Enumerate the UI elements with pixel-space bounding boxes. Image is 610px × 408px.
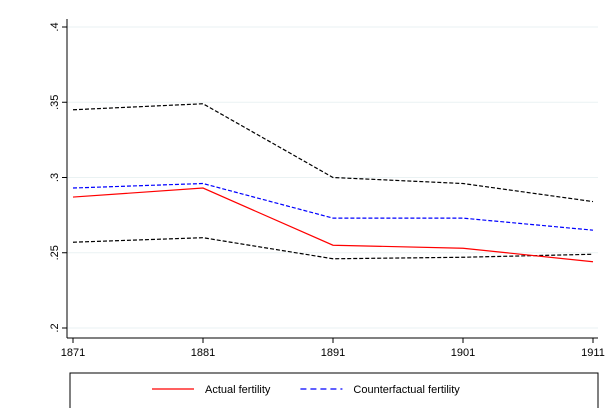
x-tick-label: 1891 — [321, 347, 345, 359]
x-tick-label: 1911 — [581, 347, 605, 359]
legend-box — [69, 372, 599, 408]
legend-label: Counterfactual fertility — [353, 384, 460, 396]
y-tick-label: .35 — [49, 95, 61, 110]
series-line — [72, 237, 594, 260]
series-line — [72, 182, 594, 231]
y-tick-label: .4 — [49, 22, 61, 31]
y-tick-label: .2 — [49, 323, 61, 332]
x-tick-label: 1881 — [191, 347, 215, 359]
y-tick-label: .3 — [49, 173, 61, 182]
x-tick-label: 1871 — [61, 347, 85, 359]
x-tick-label: 1901 — [451, 347, 475, 359]
y-tick-label: .25 — [49, 245, 61, 260]
series-line — [72, 187, 594, 263]
series-line — [72, 103, 594, 203]
legend-label: Actual fertility — [205, 384, 271, 396]
